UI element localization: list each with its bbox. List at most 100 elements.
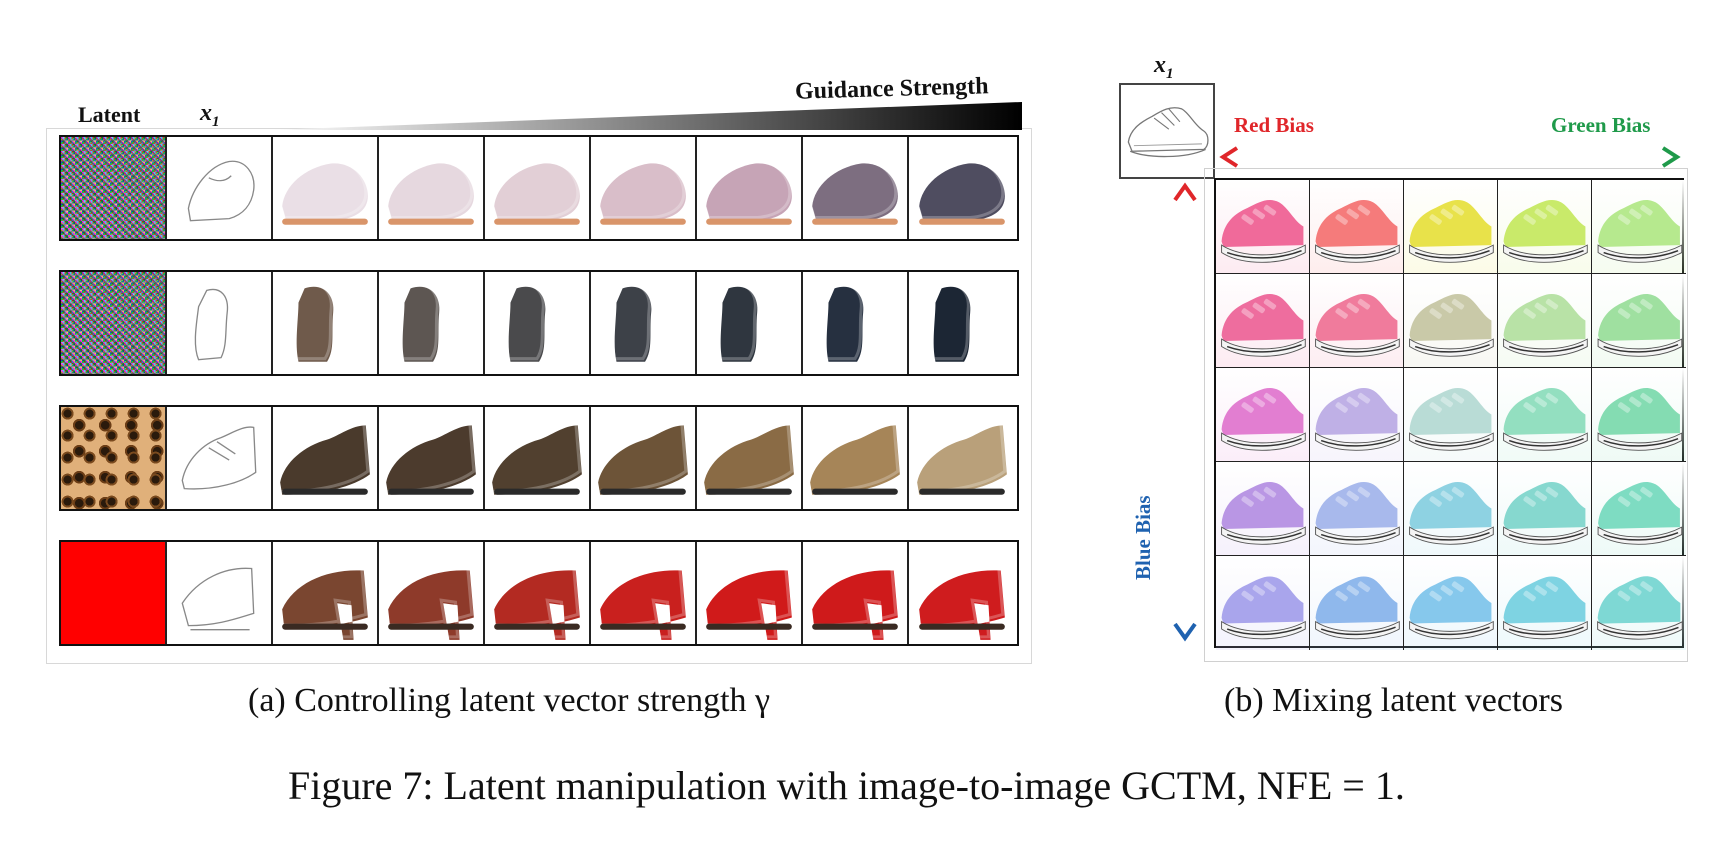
shoe-icon	[488, 420, 582, 495]
sneaker-icon	[1409, 200, 1494, 263]
shoe-icon	[806, 420, 900, 495]
x1-label-b-subscript: 1	[1166, 65, 1174, 82]
latent-strength-row	[59, 540, 1019, 646]
shoe-icon	[611, 282, 652, 362]
sneaker-icon	[1503, 294, 1588, 357]
shoe-sketch-icon	[194, 288, 229, 361]
mixed-sneaker-cell	[1404, 180, 1498, 274]
mixed-sneaker-cell	[1498, 462, 1592, 556]
shoe-icon	[276, 420, 370, 495]
sneaker-icon	[1221, 294, 1306, 357]
sneaker-icon	[1315, 576, 1400, 640]
generated-shoe-cell	[909, 407, 1015, 509]
shoe-icon	[702, 565, 792, 640]
shoe-icon	[399, 282, 440, 362]
mixed-sneaker-cell	[1498, 368, 1592, 462]
mixed-sneaker-cell	[1404, 556, 1498, 650]
mixed-sneaker-cell	[1592, 274, 1686, 368]
generated-shoe-cell	[909, 137, 1015, 239]
sneaker-icon	[1597, 294, 1683, 357]
generated-shoe-cell	[697, 407, 803, 509]
generated-shoe-cell	[379, 407, 485, 509]
generated-shoe-cell	[273, 542, 379, 644]
blue-bias-label: Blue Bias	[1131, 495, 1155, 580]
generated-shoe-cell	[379, 137, 485, 239]
x1-label-subscript: 1	[212, 113, 220, 130]
shoe-icon	[913, 420, 1007, 495]
shoe-icon	[382, 420, 476, 495]
shoe-icon	[490, 158, 580, 225]
sneaker-icon	[1503, 482, 1588, 545]
shoe-icon	[278, 565, 368, 640]
latent-strength-row	[59, 270, 1019, 376]
sneaker-icon	[1503, 576, 1588, 640]
shoe-icon	[596, 158, 686, 225]
latent-strength-row	[59, 135, 1019, 241]
sneaker-icon	[1597, 576, 1683, 640]
caption-a: (a) Controlling latent vector strength γ	[248, 682, 771, 719]
latent-strength-row	[59, 405, 1019, 511]
latent-noise-cell	[61, 137, 167, 239]
generated-shoe-cell	[379, 272, 485, 374]
mixed-sneaker-cell	[1592, 462, 1686, 556]
red-green-arrow	[1219, 146, 1681, 168]
generated-shoe-cell	[273, 272, 379, 374]
shoe-sketch-icon	[187, 160, 255, 222]
sneaker-icon	[1315, 200, 1400, 263]
sneaker-icon	[1409, 294, 1494, 357]
sneaker-sketch-icon	[1127, 107, 1209, 158]
blue-bias-arrow	[1173, 182, 1197, 642]
shoe-icon	[278, 158, 368, 225]
mixed-sneaker-cell	[1404, 462, 1498, 556]
shoe-icon	[808, 158, 898, 225]
shoe-icon	[915, 565, 1005, 640]
mixed-sneaker-cell	[1310, 556, 1404, 650]
sneaker-icon	[1315, 482, 1400, 545]
shoe-icon	[702, 158, 792, 225]
generated-shoe-cell	[697, 272, 803, 374]
mixed-sneaker-cell	[1404, 274, 1498, 368]
generated-shoe-cell	[379, 542, 485, 644]
shoe-icon	[700, 420, 794, 495]
generated-shoe-cell	[273, 407, 379, 509]
generated-shoe-cell	[909, 272, 1015, 374]
latent-red-cell	[61, 542, 167, 644]
mixed-sneaker-cell	[1404, 368, 1498, 462]
generated-shoe-cell	[909, 542, 1015, 644]
sneaker-icon	[1221, 388, 1306, 451]
shoe-icon	[384, 565, 474, 640]
sneaker-icon	[1409, 576, 1494, 640]
mixed-sneaker-cell	[1498, 274, 1592, 368]
shoe-icon	[930, 282, 971, 362]
x1-label-b: x1	[1154, 52, 1174, 83]
shoe-icon	[490, 565, 580, 640]
mixed-sneaker-cell	[1498, 556, 1592, 650]
mixed-sneaker-cell	[1592, 180, 1686, 274]
shoe-icon	[596, 565, 686, 640]
generated-shoe-cell	[803, 272, 909, 374]
x1-sketch-cell	[167, 542, 273, 644]
green-bias-label: Green Bias	[1551, 113, 1651, 137]
mixed-sneaker-cell	[1498, 180, 1592, 274]
generated-shoe-cell	[803, 137, 909, 239]
generated-shoe-cell	[591, 272, 697, 374]
sneaker-icon	[1221, 200, 1306, 263]
shoe-icon	[594, 420, 688, 495]
x1-label-text: x	[200, 100, 212, 126]
latent-noise-cell	[61, 272, 167, 374]
latent-leopard-cell	[61, 407, 167, 509]
mixed-sneaker-cell	[1216, 180, 1310, 274]
mixed-sneaker-cell	[1592, 368, 1686, 462]
mixing-latent-grid	[1214, 178, 1686, 650]
figure-caption: Figure 7: Latent manipulation with image…	[288, 763, 1405, 808]
caption-b: (b) Mixing latent vectors	[1224, 682, 1563, 719]
mixing-grid-frame	[1204, 168, 1688, 662]
generated-shoe-cell	[591, 407, 697, 509]
sneaker-icon	[1409, 482, 1494, 545]
generated-shoe-cell	[591, 542, 697, 644]
mixed-sneaker-cell	[1310, 180, 1404, 274]
generated-shoe-cell	[697, 137, 803, 239]
guidance-strength-label: Guidance Strength	[794, 73, 989, 105]
generated-shoe-cell	[485, 272, 591, 374]
sneaker-icon	[1503, 388, 1588, 451]
